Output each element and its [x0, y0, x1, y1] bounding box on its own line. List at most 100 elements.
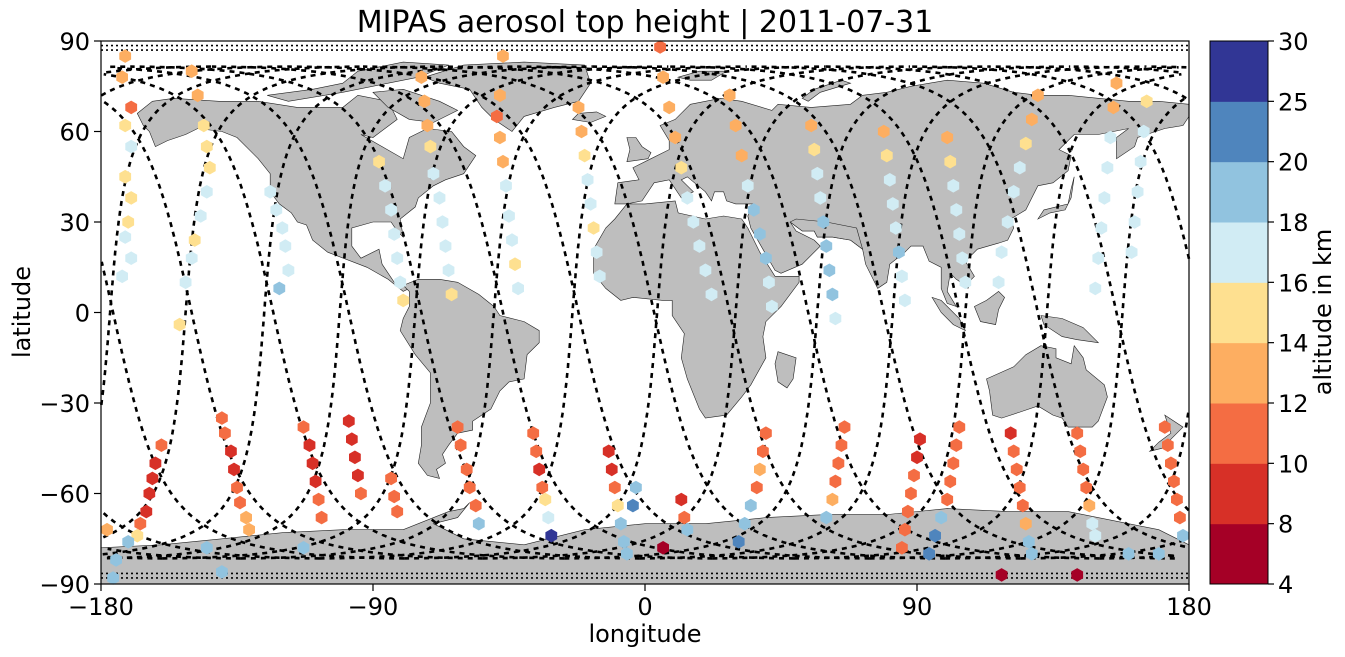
data-point — [373, 154, 385, 169]
orbit-track — [162, 65, 669, 560]
data-point — [578, 148, 591, 163]
data-point — [1122, 547, 1135, 561]
data-point — [1013, 480, 1026, 495]
data-point — [134, 516, 147, 531]
data-point — [506, 233, 518, 247]
data-point — [1168, 474, 1180, 489]
data-point — [512, 281, 524, 296]
data-point — [427, 166, 440, 181]
data-point — [216, 411, 228, 425]
data-point — [1104, 130, 1117, 145]
colorbar-segment — [1210, 403, 1268, 464]
data-point — [445, 287, 458, 302]
data-point — [621, 547, 633, 561]
y-axis-label: latitude — [8, 266, 36, 358]
data-point — [355, 486, 367, 501]
data-point — [533, 462, 546, 477]
data-point — [723, 88, 736, 103]
data-point — [732, 535, 745, 549]
data-point — [678, 510, 691, 525]
data-point — [200, 185, 213, 199]
data-point — [185, 64, 198, 78]
x-tick-label: 180 — [1166, 593, 1212, 621]
data-point — [146, 471, 159, 486]
data-point — [1165, 456, 1177, 471]
data-point — [627, 498, 639, 513]
data-point — [155, 438, 168, 452]
data-point — [418, 94, 431, 109]
data-point — [312, 492, 325, 507]
data-point — [1089, 528, 1102, 543]
colorbar-tick-label: 14 — [1278, 330, 1309, 358]
data-point — [1071, 568, 1084, 582]
colorbar-label: altitude in km — [1309, 229, 1337, 396]
colorbar-segment — [1210, 342, 1268, 404]
land-uk — [626, 137, 652, 163]
data-point — [896, 541, 908, 555]
data-point — [1152, 547, 1165, 561]
data-point — [1026, 547, 1038, 561]
orbit-track — [100, 65, 1191, 560]
data-point — [143, 486, 156, 501]
data-point — [829, 311, 842, 326]
colorbar-tick-label: 12 — [1278, 390, 1309, 418]
data-point — [1098, 191, 1111, 205]
data-point — [200, 541, 213, 555]
data-point — [584, 197, 597, 211]
y-tick-label: 30 — [59, 209, 90, 237]
data-point — [750, 480, 763, 495]
data-point — [379, 179, 391, 193]
data-point — [1095, 221, 1108, 235]
data-point — [808, 142, 821, 157]
data-point — [119, 169, 132, 184]
data-point — [194, 209, 207, 223]
data-point — [935, 510, 948, 525]
data-point — [995, 568, 1008, 582]
data-point — [352, 468, 364, 483]
data-point — [451, 420, 464, 434]
data-point — [107, 571, 119, 585]
data-point — [173, 317, 186, 332]
orbit-track — [592, 65, 1175, 560]
data-point — [1019, 136, 1032, 151]
data-point — [811, 166, 824, 181]
map-panel — [100, 40, 1191, 585]
orbit-track — [101, 65, 1187, 560]
y-tick-label: −60 — [39, 481, 90, 509]
data-point — [273, 281, 286, 296]
colorbar-segment — [1210, 222, 1268, 283]
data-point — [1162, 438, 1174, 452]
data-point — [497, 49, 509, 63]
data-point — [605, 462, 618, 477]
data-point — [276, 221, 289, 235]
data-point — [270, 203, 283, 217]
data-point — [760, 426, 772, 440]
data-point — [899, 293, 911, 308]
data-point — [179, 275, 192, 290]
data-point — [125, 191, 138, 205]
data-point — [835, 438, 848, 452]
data-point — [1071, 426, 1084, 440]
data-point — [902, 504, 914, 519]
colorbar-tick-label: 10 — [1278, 450, 1309, 478]
data-point — [663, 100, 676, 115]
data-point — [219, 426, 231, 440]
colorbar-segment — [1210, 463, 1268, 525]
data-point — [500, 179, 512, 193]
land-japan — [1037, 176, 1075, 220]
data-point — [234, 495, 246, 510]
x-tick-label: −180 — [68, 593, 134, 621]
colorbar-tick-label: 25 — [1278, 88, 1309, 116]
data-point — [944, 154, 957, 169]
data-point — [497, 154, 509, 169]
data-point — [572, 100, 585, 115]
orbit-track — [404, 65, 911, 560]
data-point — [122, 535, 135, 549]
colorbar-segment — [1210, 282, 1268, 344]
data-point — [527, 426, 540, 440]
data-point — [675, 160, 688, 175]
data-point — [838, 420, 851, 434]
data-point — [200, 139, 213, 154]
data-point — [282, 263, 295, 278]
data-point — [439, 239, 452, 253]
